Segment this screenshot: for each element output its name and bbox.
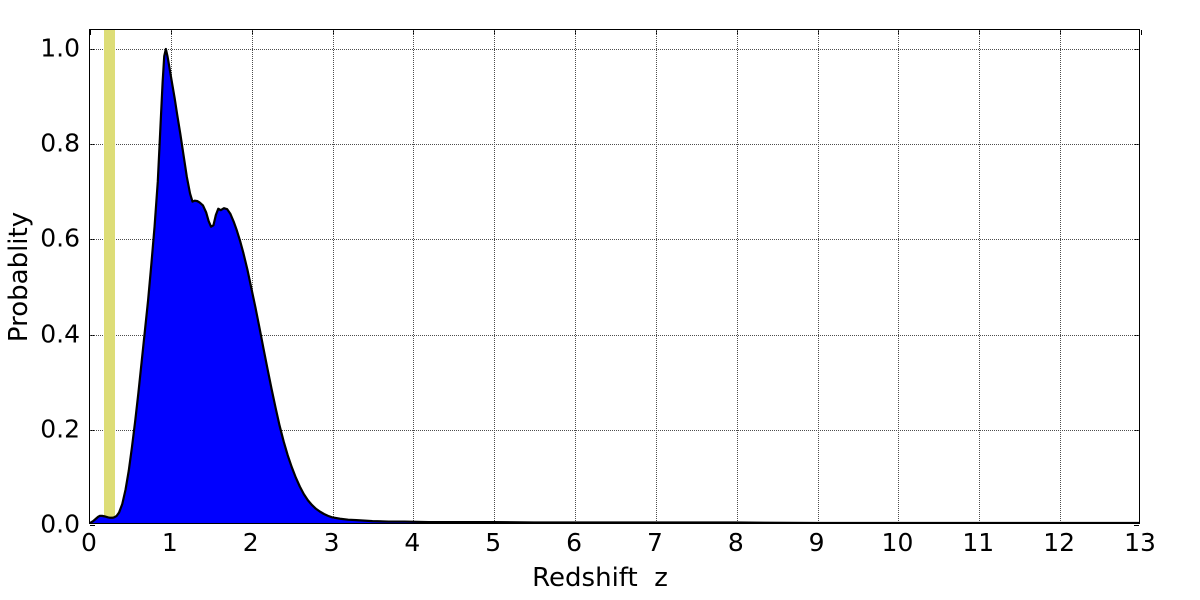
probability-curve bbox=[90, 30, 1139, 523]
y-tick-label: 1.0 bbox=[40, 33, 80, 63]
x-tick-label: 1 bbox=[161, 528, 178, 557]
x-tick-label: 12 bbox=[1043, 528, 1076, 557]
y-tick-label: 0.8 bbox=[40, 128, 80, 158]
y-tick-mark-right bbox=[1134, 525, 1139, 526]
y-tick-mark bbox=[90, 525, 95, 526]
y-tick-label: 0.4 bbox=[40, 319, 80, 349]
x-tick-label: 0 bbox=[81, 528, 97, 557]
x-tick-mark-top bbox=[1141, 30, 1142, 35]
x-tick-label: 9 bbox=[808, 528, 825, 557]
y-axis-tick-labels: 0.0 0.2 0.4 0.6 0.8 1.0 bbox=[0, 0, 80, 600]
y-axis-label: Probablity bbox=[4, 211, 34, 343]
spectroscopic-redshift-band bbox=[104, 30, 116, 523]
x-tick-label: 3 bbox=[323, 528, 340, 557]
x-tick-label: 13 bbox=[1124, 528, 1156, 557]
y-tick-label: 0.2 bbox=[40, 414, 80, 444]
x-tick-label: 4 bbox=[404, 528, 421, 557]
x-axis-label: Redshift z bbox=[532, 563, 668, 593]
probability-curve-line bbox=[90, 49, 1139, 523]
probability-area-fill bbox=[90, 48, 1139, 523]
x-tick-label: 2 bbox=[242, 528, 259, 557]
x-tick-label: 8 bbox=[727, 528, 744, 557]
x-tick-label: 5 bbox=[485, 528, 502, 557]
y-tick-label: 0.6 bbox=[40, 223, 80, 253]
x-tick-label: 11 bbox=[962, 528, 995, 557]
plot-area bbox=[89, 29, 1142, 526]
x-tick-label: 10 bbox=[881, 528, 914, 557]
x-tick-label: 6 bbox=[566, 528, 583, 557]
y-tick-label: 0.0 bbox=[40, 509, 80, 539]
x-tick-label: 7 bbox=[646, 528, 663, 557]
x-tick-mark-top bbox=[90, 30, 91, 35]
annotation-bands bbox=[90, 30, 1139, 523]
